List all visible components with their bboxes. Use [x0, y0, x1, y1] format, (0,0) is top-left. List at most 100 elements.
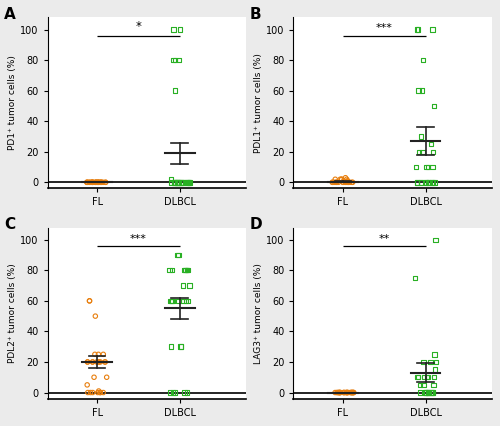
- Point: [422, 389, 430, 396]
- Point: [86, 179, 94, 186]
- Point: [177, 343, 185, 350]
- Point: [96, 389, 104, 396]
- Point: [429, 148, 437, 155]
- Point: [92, 179, 100, 186]
- Text: D: D: [250, 217, 262, 232]
- Point: [422, 389, 430, 396]
- Point: [422, 164, 430, 170]
- Point: [168, 297, 175, 304]
- Point: [427, 141, 435, 147]
- Point: [348, 179, 356, 186]
- Text: ***: ***: [130, 233, 147, 244]
- Point: [88, 179, 96, 186]
- Point: [175, 57, 183, 63]
- Point: [96, 389, 104, 396]
- Point: [342, 176, 350, 183]
- Text: ***: ***: [376, 23, 392, 33]
- Point: [424, 179, 432, 186]
- Point: [168, 297, 176, 304]
- Point: [428, 389, 436, 396]
- Point: [170, 26, 177, 33]
- Point: [424, 389, 432, 396]
- Point: [414, 374, 422, 381]
- Text: **: **: [378, 233, 390, 244]
- Point: [84, 179, 92, 186]
- Point: [333, 179, 341, 186]
- Point: [92, 179, 100, 186]
- Point: [166, 389, 174, 396]
- Point: [87, 179, 95, 186]
- Point: [89, 179, 97, 186]
- Point: [344, 179, 352, 186]
- Point: [185, 179, 193, 186]
- Point: [179, 179, 187, 186]
- Point: [183, 267, 191, 273]
- Point: [168, 267, 176, 273]
- Point: [418, 87, 426, 94]
- Point: [423, 374, 431, 381]
- Point: [96, 359, 104, 366]
- Point: [418, 179, 426, 186]
- Point: [414, 374, 422, 381]
- Point: [338, 176, 345, 183]
- Point: [416, 381, 424, 388]
- Point: [422, 179, 430, 186]
- Text: B: B: [250, 7, 262, 22]
- Point: [350, 389, 358, 396]
- Point: [336, 176, 344, 183]
- Point: [343, 179, 351, 186]
- Point: [328, 179, 336, 186]
- Point: [346, 389, 354, 396]
- Point: [174, 179, 182, 186]
- Point: [94, 179, 102, 186]
- Point: [429, 389, 437, 396]
- Point: [180, 389, 188, 396]
- Point: [176, 26, 184, 33]
- Point: [166, 267, 173, 273]
- Point: [417, 133, 425, 140]
- Point: [420, 374, 428, 381]
- Point: [86, 297, 94, 304]
- Point: [348, 389, 356, 396]
- Point: [83, 179, 91, 186]
- Point: [102, 179, 110, 186]
- Point: [96, 179, 104, 186]
- Point: [181, 267, 189, 273]
- Point: [174, 297, 182, 304]
- Point: [340, 389, 348, 396]
- Point: [88, 179, 96, 186]
- Point: [348, 389, 356, 396]
- Point: [415, 148, 423, 155]
- Point: [92, 179, 100, 186]
- Point: [430, 381, 438, 388]
- Point: [88, 359, 96, 366]
- Point: [88, 179, 96, 186]
- Point: [180, 267, 188, 273]
- Point: [340, 389, 348, 396]
- Point: [179, 282, 187, 289]
- Point: [350, 389, 358, 396]
- Point: [91, 351, 99, 358]
- Point: [99, 179, 107, 186]
- Point: [335, 389, 343, 396]
- Point: [348, 179, 356, 186]
- Point: [174, 252, 182, 259]
- Point: [102, 374, 110, 381]
- Point: [332, 179, 340, 186]
- Point: [428, 26, 436, 33]
- Point: [172, 179, 179, 186]
- Point: [86, 297, 94, 304]
- Point: [166, 297, 174, 304]
- Point: [430, 179, 438, 186]
- Point: [184, 267, 192, 273]
- Point: [98, 179, 106, 186]
- Point: [180, 297, 188, 304]
- Point: [412, 164, 420, 170]
- Point: [342, 389, 350, 396]
- Point: [424, 389, 432, 396]
- Point: [175, 179, 183, 186]
- Point: [172, 389, 179, 396]
- Point: [413, 26, 421, 33]
- Point: [328, 179, 336, 186]
- Y-axis label: PDL2⁺ tumor cells (%): PDL2⁺ tumor cells (%): [8, 263, 18, 363]
